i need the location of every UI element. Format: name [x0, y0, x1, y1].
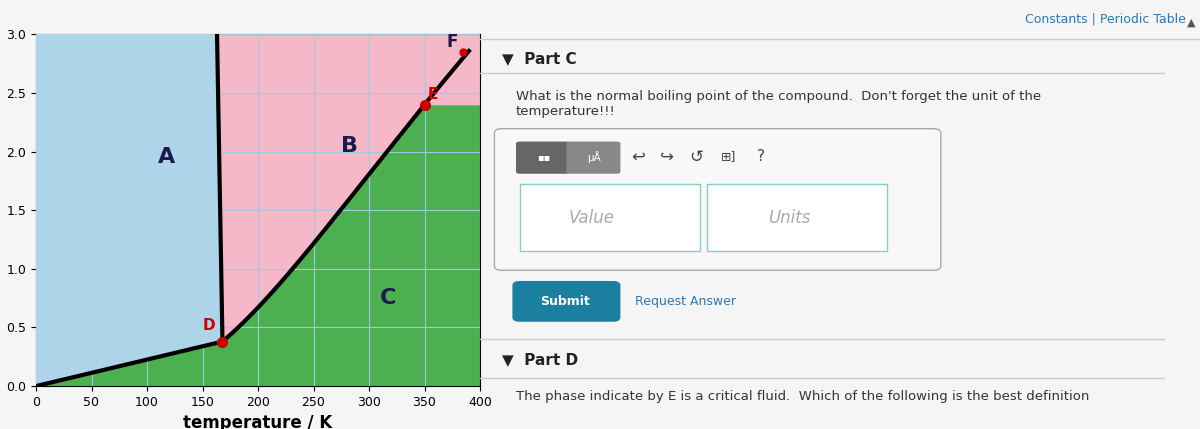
Text: F: F: [446, 33, 458, 51]
Text: D: D: [203, 318, 215, 333]
FancyBboxPatch shape: [494, 129, 941, 270]
Text: ↩: ↩: [631, 148, 646, 166]
Text: ⊞]: ⊞]: [721, 150, 736, 163]
Text: ▼  Part C: ▼ Part C: [502, 51, 576, 66]
FancyBboxPatch shape: [520, 184, 700, 251]
FancyBboxPatch shape: [566, 142, 620, 174]
Text: B: B: [341, 136, 359, 156]
Text: The phase indicate by E is a critical fluid.  Which of the following is the best: The phase indicate by E is a critical fl…: [516, 390, 1090, 403]
X-axis label: temperature / K: temperature / K: [184, 414, 332, 429]
Text: ▪▪: ▪▪: [536, 152, 550, 163]
Polygon shape: [36, 28, 222, 386]
FancyBboxPatch shape: [707, 184, 887, 251]
Polygon shape: [217, 28, 480, 341]
Text: A: A: [158, 147, 175, 167]
Text: ?: ?: [757, 149, 764, 164]
Text: ▲: ▲: [1187, 17, 1195, 27]
Polygon shape: [36, 28, 222, 386]
Text: ▼  Part D: ▼ Part D: [502, 352, 577, 367]
Text: μÅ: μÅ: [587, 151, 600, 163]
Text: Units: Units: [768, 208, 811, 227]
FancyBboxPatch shape: [512, 281, 620, 322]
Text: ↪: ↪: [660, 148, 674, 166]
FancyBboxPatch shape: [516, 142, 570, 174]
Text: E: E: [428, 87, 438, 102]
Text: Request Answer: Request Answer: [635, 295, 736, 308]
Text: Constants | Periodic Table: Constants | Periodic Table: [1025, 13, 1186, 26]
Text: What is the normal boiling point of the compound.  Don't forget the unit of the
: What is the normal boiling point of the …: [516, 90, 1042, 118]
Text: ↺: ↺: [689, 148, 703, 166]
Text: Submit: Submit: [540, 295, 590, 308]
Text: Value: Value: [569, 208, 614, 227]
Text: C: C: [380, 288, 396, 308]
